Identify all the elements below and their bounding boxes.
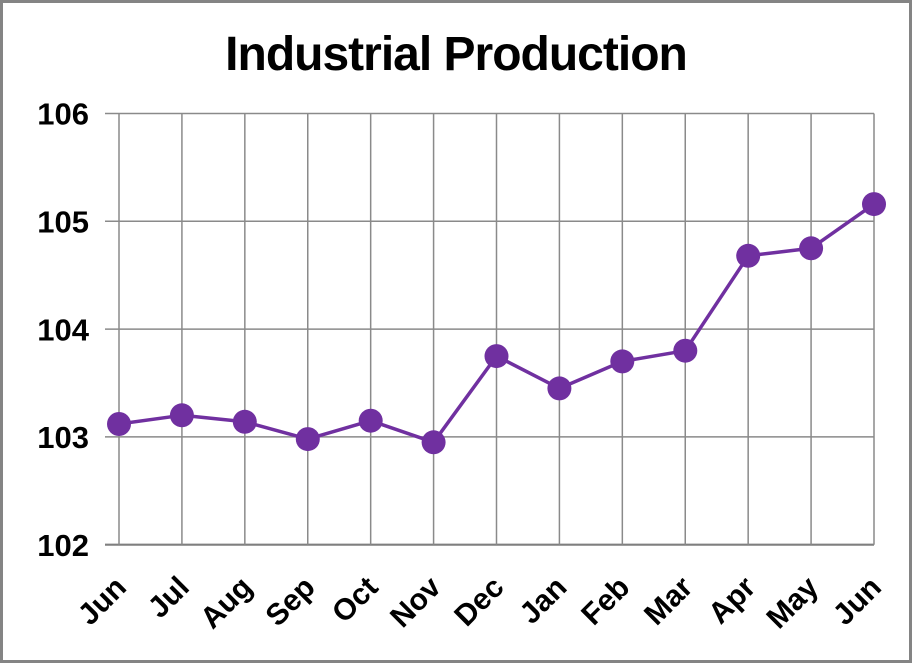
x-axis-tick-label: Jul: [142, 571, 196, 625]
x-axis-tick-label: Jun: [72, 571, 133, 632]
data-point-marker: [107, 412, 131, 436]
data-point-marker: [169, 403, 194, 428]
y-axis-tick-label: 105: [37, 204, 89, 239]
data-point-marker: [547, 376, 572, 401]
data-point-marker: [358, 408, 383, 433]
data-point-marker: [421, 430, 446, 455]
chart-title: Industrial Production: [225, 28, 688, 81]
x-axis-tick-label: Nov: [384, 570, 448, 634]
x-axis-tick-label: Jun: [827, 571, 888, 632]
x-axis-tick-label: Jan: [513, 571, 573, 631]
data-point-marker: [295, 427, 320, 452]
y-axis-tick-label: 102: [37, 528, 89, 563]
data-point-marker: [673, 338, 698, 363]
data-point-marker: [799, 236, 824, 261]
y-axis-tick-label: 103: [37, 420, 89, 455]
data-point-marker: [610, 349, 635, 374]
x-axis-tick-label: Aug: [194, 571, 259, 636]
data-point-marker: [862, 192, 886, 217]
x-axis-tick-label: May: [760, 570, 825, 635]
y-axis-tick-label: 106: [37, 97, 89, 132]
x-axis-tick-label: Dec: [448, 571, 510, 633]
x-axis-tick-label: Mar: [638, 570, 699, 631]
data-point-marker: [232, 409, 257, 434]
x-axis-tick-label: Sep: [259, 571, 321, 633]
x-axis-tick-label: Feb: [575, 571, 636, 632]
x-axis-tick-label: Oct: [326, 571, 385, 630]
data-point-marker: [736, 243, 761, 268]
data-point-marker: [484, 344, 509, 369]
x-axis-tick-label: Apr: [702, 570, 762, 630]
y-axis-tick-label: 104: [37, 312, 89, 347]
